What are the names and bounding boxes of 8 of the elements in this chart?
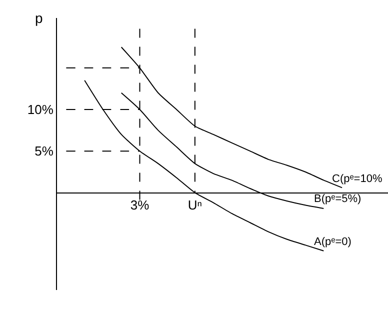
y-tick-label: 10% — [27, 102, 54, 118]
x-tick-label: Uⁿ — [188, 197, 202, 212]
x-tick-label: 3% — [130, 197, 150, 212]
series-label: B(pᵉ=5%) — [314, 193, 362, 205]
series-label: C(pᵉ=10% — [332, 173, 382, 185]
y-tick-label: 5% — [34, 144, 54, 159]
series-label: A(pᵉ=0) — [314, 236, 352, 248]
y-axis-title: p — [35, 10, 43, 26]
